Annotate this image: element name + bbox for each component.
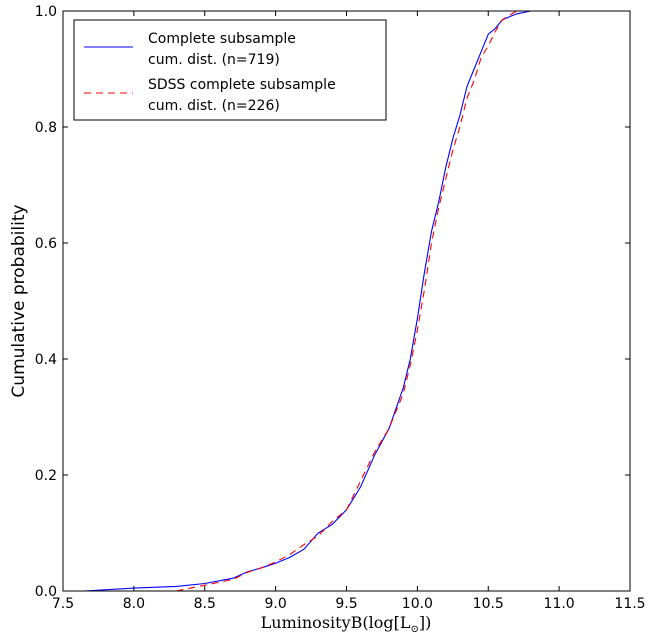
y-tick-label: 0.8	[35, 120, 57, 136]
x-tick-label: 8.5	[194, 596, 216, 612]
ticks-layer: 7.5 8.0 8.5 9.0 9.5 10.0 10.5 11.0 11.5 0.0 0.2 0.4…	[35, 4, 646, 612]
x-tick-label: 11.5	[614, 596, 645, 612]
series-line-sdss	[176, 10, 531, 592]
y-tick-label: 0.6	[35, 236, 57, 252]
legend-entry-complete-line2: cum. dist. (n=719)	[148, 52, 280, 68]
series-layer	[84, 10, 545, 592]
x-axis-label: LuminosityB(log[L⊙])	[261, 613, 432, 635]
x-axis-label-end: ])	[419, 613, 431, 632]
legend: Complete subsample cum. dist. (n=719) SD…	[73, 19, 387, 121]
y-tick-label: 0.2	[35, 468, 57, 484]
series-line-complete	[84, 10, 545, 592]
y-axis-label: Cumulative probability	[9, 204, 29, 397]
legend-entry-complete: Complete subsample	[148, 31, 296, 47]
x-tick-label: 11.0	[544, 596, 575, 612]
x-axis-label-sub: ⊙	[410, 624, 418, 635]
y-tick-label: 0.4	[35, 352, 57, 368]
x-tick-label: 9.5	[335, 596, 357, 612]
y-tick-label: 1.0	[35, 4, 57, 20]
legend-entry-sdss-line2: cum. dist. (n=226)	[148, 98, 280, 114]
x-tick-label: 7.5	[52, 596, 74, 612]
x-tick-label: 8.0	[123, 596, 145, 612]
y-tick-label: 0.0	[35, 584, 57, 600]
x-tick-label: 9.0	[264, 596, 286, 612]
x-tick-label: 10.0	[402, 596, 433, 612]
x-axis-label-main: LuminosityB(log[L	[261, 613, 411, 632]
x-tick-label: 10.5	[473, 596, 504, 612]
legend-box	[73, 19, 387, 121]
legend-entry-sdss: SDSS complete subsample	[148, 77, 336, 93]
plot-frame	[62, 10, 631, 592]
